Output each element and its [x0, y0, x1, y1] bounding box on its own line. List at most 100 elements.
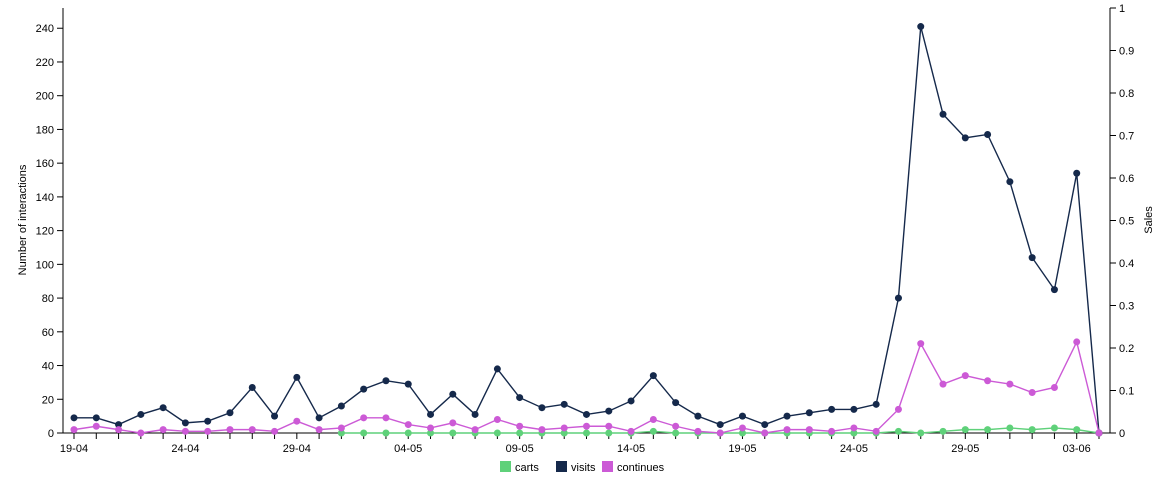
visits-point: [783, 412, 791, 420]
x-tick-label: 04-05: [394, 443, 422, 455]
continues-point: [337, 424, 345, 432]
continues-point: [583, 422, 590, 430]
continues-point: [850, 424, 858, 432]
continues-point: [828, 427, 836, 435]
x-tick-label: 03-06: [1063, 443, 1091, 455]
legend-swatch-visits: [556, 461, 567, 472]
continues-point: [271, 427, 279, 435]
y2-tick-label: 0.6: [1119, 173, 1134, 185]
continues-point: [1006, 380, 1014, 388]
visits-point: [538, 404, 546, 412]
continues-point: [1095, 429, 1103, 437]
continues-point: [360, 414, 368, 422]
visits-point: [159, 404, 167, 412]
visits-point: [1006, 178, 1014, 186]
y-tick-label: 180: [36, 124, 54, 136]
visits-point: [337, 402, 345, 410]
y-tick-label: 60: [42, 327, 54, 339]
visits-point: [1028, 254, 1036, 262]
x-tick-label: 14-05: [617, 443, 645, 455]
carts-point: [493, 429, 501, 437]
visits-point: [181, 419, 189, 427]
y-tick-label: 100: [36, 259, 54, 271]
visits-point: [716, 421, 724, 429]
visits-point: [872, 400, 880, 408]
continues-point: [159, 426, 167, 434]
x-tick-label: 19-04: [60, 443, 88, 455]
visits-point: [761, 421, 769, 429]
carts-point: [1050, 424, 1058, 432]
y2-tick-label: 0.3: [1119, 301, 1134, 313]
carts-point: [560, 429, 568, 437]
carts-point: [1073, 426, 1081, 434]
continues-point: [1028, 389, 1036, 397]
continues-point: [1073, 338, 1081, 346]
visits-point: [738, 412, 746, 420]
carts-point: [605, 429, 613, 437]
continues-point: [649, 416, 657, 424]
visits-point: [984, 130, 992, 138]
y-tick-label: 140: [36, 192, 54, 204]
visits-point: [516, 394, 524, 402]
legend-label-continues: continues: [617, 462, 665, 474]
visits-point: [204, 417, 212, 425]
visits-point: [828, 405, 836, 413]
visits-point: [939, 110, 947, 118]
visits-point: [360, 385, 368, 393]
continues-point: [449, 419, 457, 427]
visits-point: [850, 405, 858, 413]
continues-point: [137, 429, 145, 437]
visits-point: [226, 409, 234, 417]
legend-label-visits: visits: [571, 462, 596, 474]
continues-point: [226, 426, 234, 434]
x-tick-label: 09-05: [506, 443, 534, 455]
y2-tick-label: 0.1: [1119, 386, 1134, 398]
y-tick-label: 120: [36, 226, 54, 238]
visits-point: [627, 397, 635, 405]
visits-point: [605, 407, 613, 415]
y-tick-label: 80: [42, 293, 54, 305]
continues-point: [872, 427, 880, 435]
carts-point: [738, 429, 746, 437]
x-tick-label: 29-05: [951, 443, 979, 455]
continues-point: [427, 424, 435, 432]
continues-point: [204, 427, 212, 435]
y2-tick-label: 1: [1119, 3, 1125, 15]
continues-point: [315, 426, 323, 434]
continues-point: [894, 405, 902, 413]
continues-point: [538, 426, 546, 434]
y-tick-label: 220: [36, 57, 54, 69]
visits-point: [92, 414, 100, 422]
y2-axis-label: Sales: [1143, 206, 1155, 234]
visits-point: [1050, 286, 1058, 294]
carts-point: [382, 429, 390, 437]
legend-swatch-continues: [602, 461, 613, 472]
continues-point: [694, 427, 702, 435]
x-tick-label: 24-04: [171, 443, 199, 455]
continues-point: [961, 372, 969, 380]
carts-point: [984, 426, 992, 434]
visits-point: [471, 410, 479, 418]
continues-point: [493, 416, 501, 424]
series-continues: [70, 338, 1103, 437]
y-tick-label: 160: [36, 158, 54, 170]
y2-tick-label: 0.8: [1119, 88, 1134, 100]
visits-point: [649, 372, 657, 380]
continues-line: [73, 339, 1100, 434]
visits-point: [894, 294, 902, 302]
carts-point: [961, 426, 969, 434]
y-tick-label: 20: [42, 394, 54, 406]
y-tick-label: 0: [48, 428, 54, 440]
y2-tick-label: 0: [1119, 428, 1125, 440]
visits-point: [427, 410, 435, 418]
visits-point: [115, 421, 123, 429]
visits-point: [404, 380, 412, 388]
continues-point: [404, 421, 412, 429]
carts-point: [939, 427, 947, 435]
visits-point: [1073, 169, 1081, 177]
visits-point: [315, 414, 323, 422]
visits-point: [560, 400, 568, 408]
legend-label-carts: carts: [515, 462, 539, 474]
carts-point: [649, 427, 657, 435]
visits-point: [137, 410, 145, 418]
